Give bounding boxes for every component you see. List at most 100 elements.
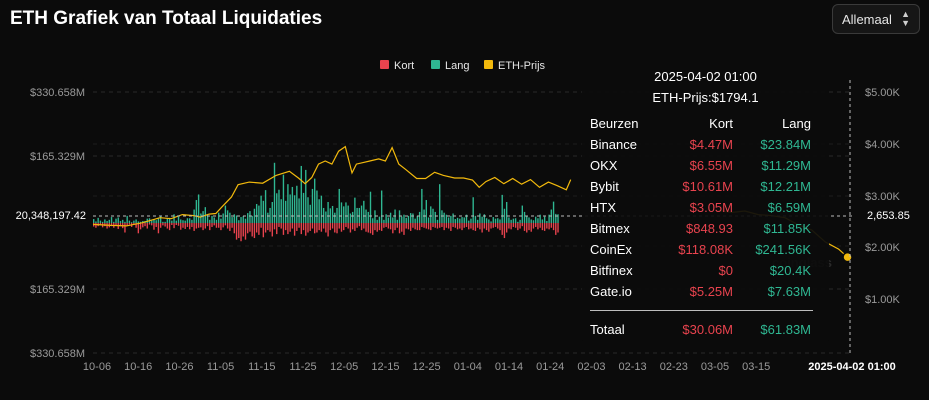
bar-long [222,213,224,223]
bar-long [298,198,300,223]
bar-long [512,218,515,223]
tooltip-exchange: Bitfinex [590,263,633,278]
bar-short [485,223,488,231]
tooltip-total-long: $61.83M [760,322,811,337]
bar-long [258,205,260,223]
bar-short [476,223,479,228]
tooltip-exchange: Binance [590,137,637,152]
tooltip-row-gate-io: Gate.io $5.25M $7.63M [590,281,821,302]
bar-short [200,223,202,228]
bar-long [218,212,220,223]
bar-short [215,223,218,228]
bar-short [264,223,267,233]
bar-short [289,223,291,232]
bar-short [372,223,374,235]
bar-long [242,216,244,223]
bar-long [99,220,102,223]
bar-long [461,217,463,223]
bar-short [242,223,244,237]
bar-short [401,223,403,232]
tooltip-price-value: $1794.1 [711,90,759,105]
bar-short [327,223,329,237]
bar-long [396,219,398,223]
bar-short [126,223,128,226]
bar-long [113,221,115,223]
bar-long [479,213,481,223]
bar-short [351,223,354,230]
bar-long [523,211,526,223]
bar-long [202,211,204,223]
bar-long [485,218,488,223]
bar-long [456,217,459,223]
bar-long [555,213,557,223]
bar-long [465,214,468,223]
x-tick: 10-16 [124,361,152,373]
bar-long [365,209,367,223]
bar-long [543,216,546,223]
bar-short [360,223,363,231]
bar-short [447,223,450,229]
bar-long [255,203,258,223]
bar-long [166,218,169,223]
bar-short [115,223,117,225]
bar-long [327,202,329,223]
range-select[interactable]: Allemaal ▲ ▼ [832,4,920,34]
bar-long [539,214,541,223]
bar-short [383,223,385,228]
x-tick: 11-05 [207,361,234,373]
bar-long [378,216,381,223]
bar-long [532,220,535,223]
legend-label-lang: Lang [445,60,469,72]
bar-long [535,216,537,223]
y-tick-right: $1.00K [865,294,901,306]
bar-short [407,223,410,230]
bar-short [378,223,381,231]
tooltip-short-value: $6.55M [689,158,733,173]
bar-short [349,223,352,233]
tooltip-row-binance: Binance $4.47M $23.84M [590,134,821,155]
bar-short [416,223,419,231]
bar-long [434,211,436,223]
bar-long [470,218,472,223]
bar-short [267,223,269,231]
bar-long [264,190,267,223]
bar-short [541,223,544,231]
tooltip-header-row: Beurzen Kort Lang [590,113,821,134]
crosshair-x-label: 2025-04-02 01:00 [808,361,895,373]
bar-short [148,223,151,225]
bar-long [139,221,142,223]
bar-long [151,220,153,223]
bar-short [423,223,425,228]
bar-long [510,219,512,223]
bar-short [548,223,550,230]
bar-short [546,223,548,229]
bar-short [512,223,515,227]
bar-long [280,199,282,223]
bar-long [300,165,302,223]
bar-long [157,217,160,223]
bar-short [316,223,318,233]
bar-short [343,223,345,231]
tooltip-short-value: $4.47M [689,137,733,152]
bar-long [383,219,385,223]
bar-long [447,217,450,223]
bar-short [398,223,401,234]
bar-short [309,223,311,231]
bar-short [334,223,336,233]
bar-short [385,223,387,227]
bar-long [213,217,215,223]
bar-long [186,218,189,223]
bar-long [454,219,457,223]
tooltip-col-short: Kort [709,116,733,131]
bar-short [124,223,126,233]
bar-long [334,212,336,223]
bar-short [249,223,251,232]
tooltip-long-value: $6.59M [767,200,811,215]
bar-long [293,195,296,223]
bar-short [528,223,530,231]
bar-short [320,223,323,232]
bar-short [99,223,102,226]
bar-short [508,223,510,229]
bar-short [168,223,171,231]
bar-short [530,223,532,232]
